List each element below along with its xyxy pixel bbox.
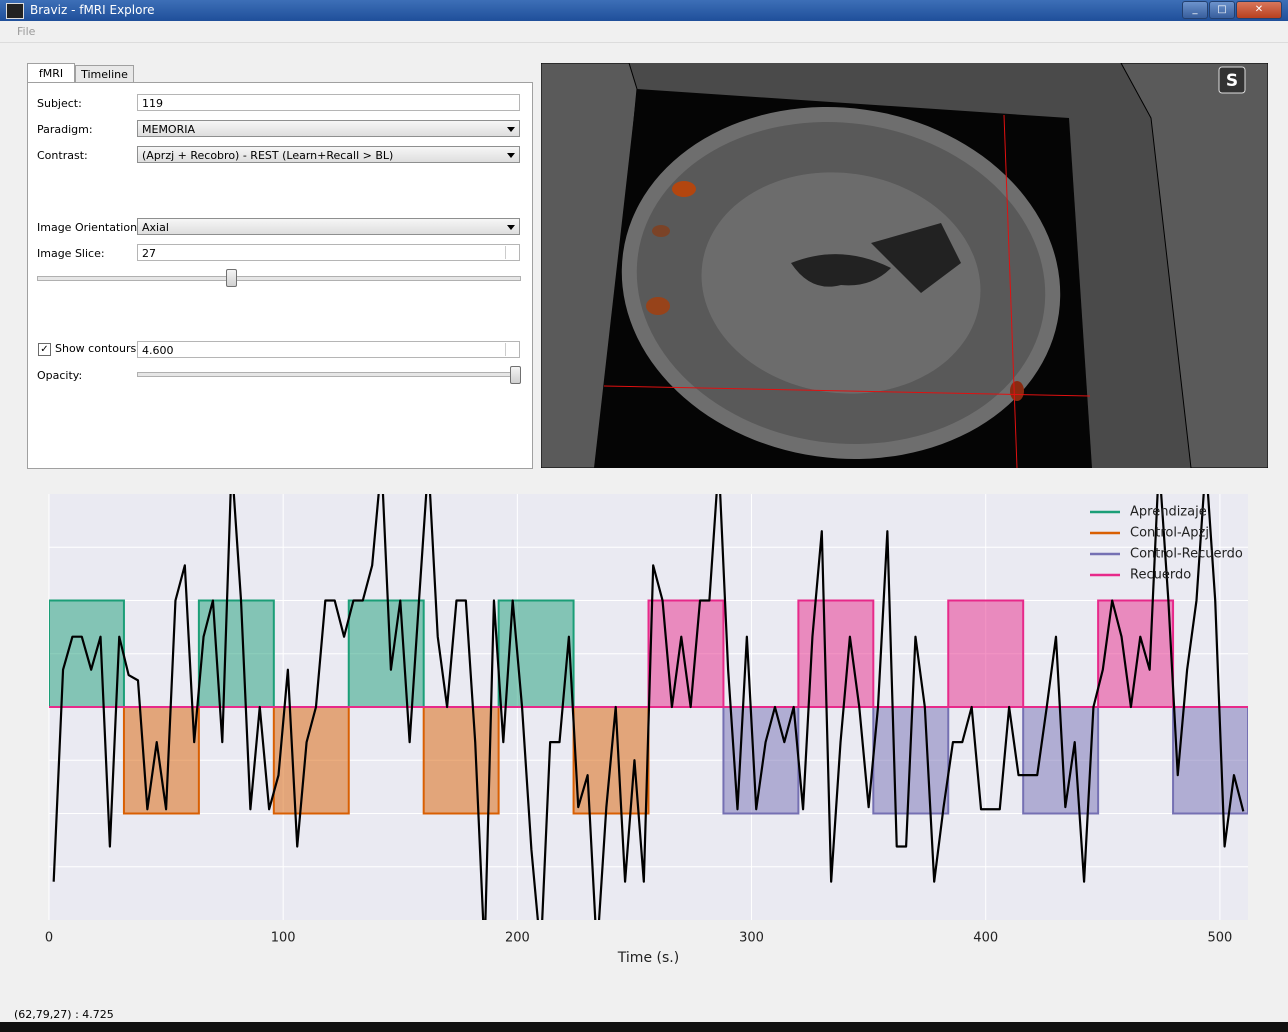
- x-tick-label: 100: [271, 931, 296, 946]
- field-label: Paradigm:: [37, 123, 93, 136]
- paradigm-combo[interactable]: MEMORIA: [137, 120, 520, 137]
- x-tick-label: 200: [505, 931, 530, 946]
- crosshair-line: [603, 385, 1091, 397]
- combo-value: MEMORIA: [142, 123, 196, 136]
- signal-line: [52, 494, 1245, 920]
- view-wall: [1120, 63, 1268, 468]
- subject-input[interactable]: 119: [137, 94, 520, 111]
- x-axis-label: Time (s.): [617, 950, 679, 966]
- tab-fmri[interactable]: fMRI: [27, 63, 75, 84]
- combo-value: (Aprzj + Recobro) - REST (Learn+Recall >…: [142, 149, 394, 162]
- slice-spinbox[interactable]: 27: [137, 244, 520, 261]
- close-button[interactable]: ✕: [1236, 1, 1282, 19]
- slider-handle[interactable]: [510, 366, 521, 384]
- block: [197, 599, 275, 708]
- crosshair-line: [1003, 114, 1018, 468]
- title-bar: Braviz - fMRI Explore _ □ ✕: [0, 0, 1288, 21]
- legend-label: Aprendizaje: [1130, 505, 1207, 520]
- orientation-label: S: [1226, 71, 1238, 91]
- x-tick-label: 500: [1207, 931, 1232, 946]
- spin-value: 4.600: [142, 344, 174, 357]
- x-tick-label: 300: [739, 931, 764, 946]
- plot-area: [49, 494, 1248, 920]
- legend-label: Recuerdo: [1130, 568, 1191, 583]
- legend-label: Control-Apzj: [1130, 526, 1209, 541]
- block: [647, 599, 725, 708]
- combo-value: Axial: [142, 221, 169, 234]
- checkbox-label: Show contours: [55, 342, 137, 355]
- activation-blob: [652, 225, 670, 237]
- brain-view: S: [541, 63, 1268, 468]
- block: [1172, 706, 1248, 815]
- legend-label: Control-Recuerdo: [1130, 547, 1243, 562]
- field-label: Image Orientation:: [37, 221, 141, 234]
- menu-bar: File: [0, 22, 1288, 43]
- maximize-button[interactable]: □: [1209, 1, 1235, 19]
- orientation-marker[interactable]: [1218, 66, 1246, 94]
- field-label: Image Slice:: [37, 247, 105, 260]
- contour-spinbox[interactable]: 4.600: [137, 341, 520, 358]
- ventricles: [791, 223, 961, 293]
- tab-timeline[interactable]: Timeline: [75, 65, 134, 83]
- contours-checkbox[interactable]: ✓: [38, 343, 51, 356]
- block: [422, 706, 500, 815]
- status-text: (62,79,27) : 4.725: [14, 1008, 114, 1021]
- taskbar-edge: [0, 1022, 1288, 1032]
- activation-blob: [672, 181, 696, 197]
- app-icon: [6, 3, 24, 19]
- field-label: Opacity:: [37, 369, 83, 382]
- orientation-combo[interactable]: Axial: [137, 218, 520, 235]
- field-label: Subject:: [37, 97, 82, 110]
- activation-blob: [1010, 381, 1024, 401]
- menu-file[interactable]: File: [17, 25, 36, 38]
- minimize-button[interactable]: _: [1182, 1, 1208, 19]
- spin-value: 27: [142, 247, 156, 260]
- activation-blob: [646, 297, 670, 315]
- block: [347, 599, 425, 708]
- x-tick-label: 400: [973, 931, 998, 946]
- contrast-combo[interactable]: (Aprzj + Recobro) - REST (Learn+Recall >…: [137, 146, 520, 163]
- slice-slider[interactable]: [37, 276, 521, 281]
- block: [122, 706, 200, 815]
- timeline-chart: 0 100 200 300 400 500 Time (s.) Aprendizaje Cont…: [45, 494, 1248, 966]
- block: [497, 599, 575, 708]
- x-tick-label: 0: [45, 931, 53, 946]
- slider-handle[interactable]: [226, 269, 237, 287]
- block: [947, 599, 1025, 708]
- opacity-slider[interactable]: [137, 372, 521, 377]
- field-label: Contrast:: [37, 149, 88, 162]
- window-title: Braviz - fMRI Explore: [30, 3, 155, 17]
